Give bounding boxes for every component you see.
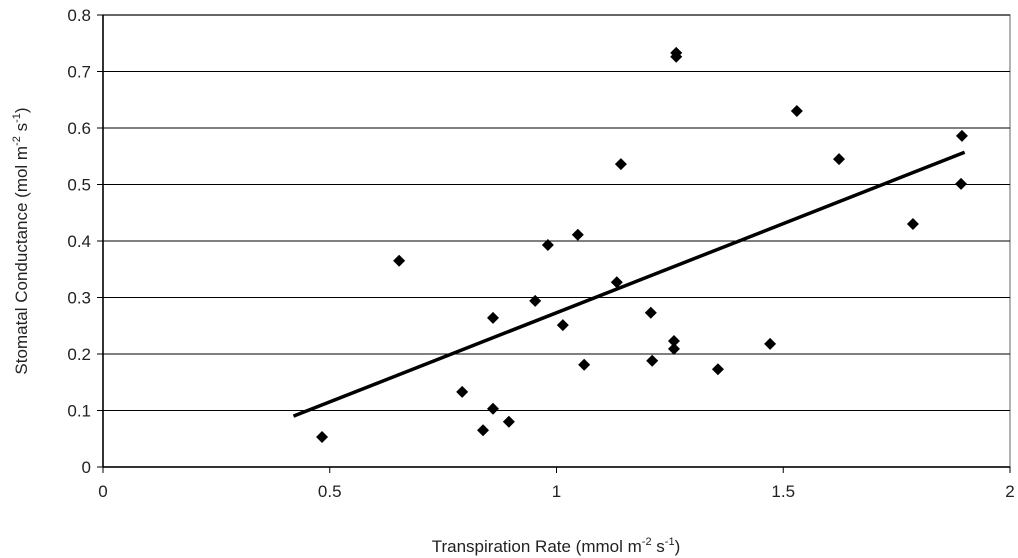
label-part: ) [12,107,31,113]
label-part: ) [675,537,681,556]
data-point [477,424,490,437]
data-point [955,177,968,190]
x-axis-label: Transpiration Rate (mmol m-2 s-1) [432,536,681,556]
data-point [610,276,623,289]
y-tick-label: 0.6 [67,119,91,138]
data-point [571,228,584,241]
x-tick-label: 0.5 [318,482,342,501]
data-point [644,306,657,319]
y-tick-label: 0.8 [67,6,91,25]
label-part: Transpiration Rate (mmol m [432,537,642,556]
data-point [316,431,329,444]
data-point [646,354,659,367]
data-point [667,335,680,348]
data-point [502,415,515,428]
data-point [955,129,968,142]
data-point [529,294,542,307]
label-part: s [12,123,31,136]
label-sup: -1 [665,536,675,548]
data-point [393,254,406,267]
data-point [556,319,569,332]
data-point [906,218,919,231]
y-tick-label: 0.1 [67,402,91,421]
data-point [670,50,683,63]
y-tick-label: 0.2 [67,345,91,364]
label-part: Stomatal Conductance (mol m [12,146,31,375]
x-tick-label: 1 [552,482,561,501]
data-point [711,363,724,376]
label-part: s [652,537,665,556]
label-sup: -2 [642,536,652,548]
y-tick-label: 0.7 [67,63,91,82]
data-point [790,105,803,118]
y-axis-label: Stomatal Conductance (mol m-2 s-1) [11,107,31,374]
x-tick-label: 2 [1005,482,1014,501]
x-tick-label: 1.5 [771,482,795,501]
y-tick-label: 0.5 [67,176,91,195]
data-point [667,342,680,355]
y-tick-label: 0 [82,458,91,477]
label-sup: -1 [11,113,23,123]
data-point [487,311,500,324]
trendline [292,150,966,418]
data-point [614,158,627,171]
y-tick-label: 0.3 [67,289,91,308]
data-point [764,337,777,350]
y-tick-label: 0.4 [67,232,91,251]
data-point [833,153,846,166]
data-point [456,385,469,398]
data-point [541,238,554,251]
x-tick-label: 0 [98,482,107,501]
data-point [487,402,500,415]
data-point [578,358,591,371]
label-sup: -2 [11,136,23,146]
